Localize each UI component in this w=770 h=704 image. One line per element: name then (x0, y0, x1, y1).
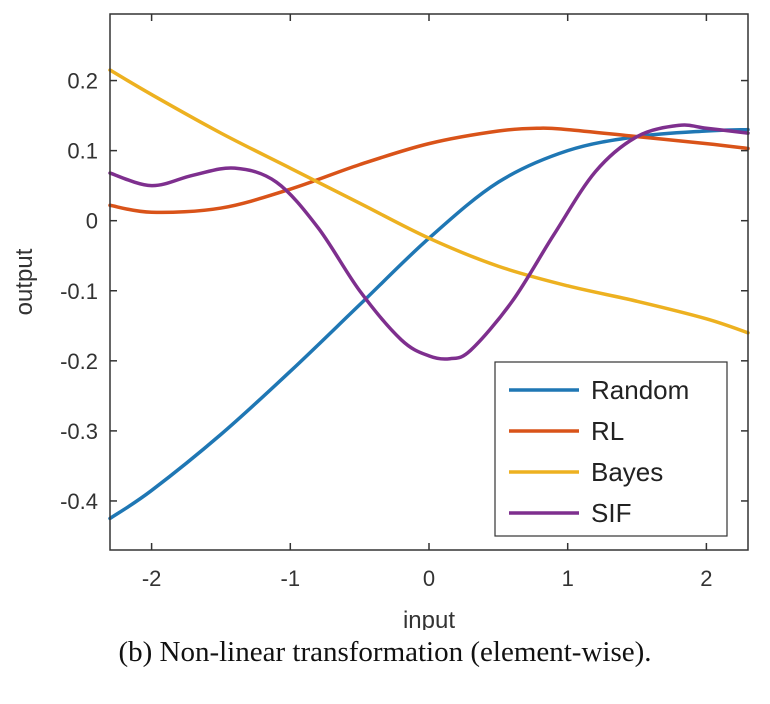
y-axis-label: output (11, 248, 38, 315)
x-tick-label: -2 (142, 566, 162, 591)
y-tick-label: -0.4 (60, 489, 98, 514)
y-tick-label: -0.3 (60, 419, 98, 444)
y-tick-label: -0.2 (60, 349, 98, 374)
x-tick-label: 2 (700, 566, 712, 591)
x-axis-label: input (403, 607, 455, 630)
legend-label-rl: RL (591, 416, 624, 446)
legend-label-random: Random (591, 375, 689, 405)
y-tick-label: 0.2 (67, 69, 98, 94)
line-chart: -2 -1 0 1 2 -0.4 -0.3 -0.2 -0.1 0 0.1 0.2 input out… (11, 13, 750, 630)
figure-caption: (b) Non-linear transformation (element-w… (118, 636, 652, 668)
x-tick-label: -1 (281, 566, 301, 591)
series-line-rl (108, 126, 750, 215)
y-tick-label: -0.1 (60, 279, 98, 304)
x-tick-label: 1 (562, 566, 574, 591)
series-line-random (108, 127, 750, 521)
x-tick-label: 0 (423, 566, 435, 591)
series-lines (108, 68, 750, 521)
series-line-sif (108, 123, 750, 361)
y-tick-label: 0 (86, 209, 98, 234)
legend: Random RL Bayes SIF (494, 361, 728, 537)
series-line-bayes (108, 68, 750, 335)
y-tick-label: 0.1 (67, 139, 98, 164)
legend-label-bayes: Bayes (591, 457, 663, 487)
legend-label-sif: SIF (591, 498, 631, 528)
axis-ticks: -2 -1 0 1 2 -0.4 -0.3 -0.2 -0.1 0 0.1 0.2 (60, 14, 748, 591)
